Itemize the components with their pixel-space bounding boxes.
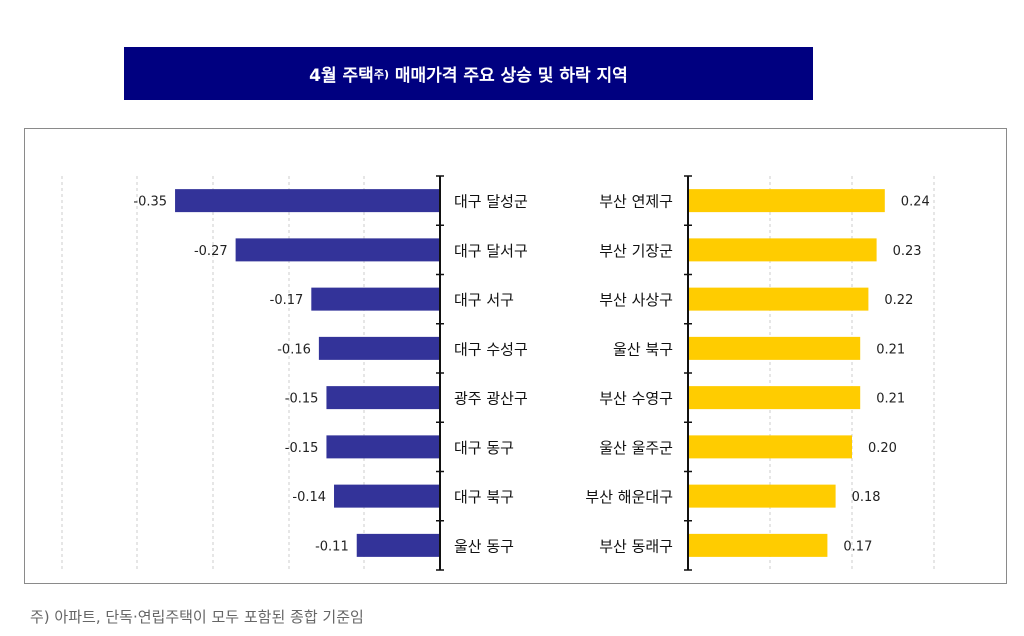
bar bbox=[688, 238, 877, 262]
data-label: 0.24 bbox=[901, 195, 930, 210]
category-label: 대구 북구 bbox=[454, 488, 514, 506]
title-main: 4월 주택 bbox=[309, 66, 374, 86]
bar bbox=[235, 238, 440, 262]
data-label: 0.23 bbox=[893, 244, 922, 259]
data-label: -0.35 bbox=[133, 195, 167, 210]
chart-frame bbox=[24, 128, 1007, 584]
category-label: 부산 해운대구 bbox=[585, 488, 673, 506]
category-label: 울산 울주군 bbox=[599, 439, 673, 457]
category-label: 부산 수영구 bbox=[599, 390, 673, 408]
data-label: -0.27 bbox=[194, 244, 228, 259]
bar bbox=[334, 484, 440, 508]
category-label: 광주 광산구 bbox=[454, 390, 528, 408]
bar bbox=[688, 484, 836, 508]
bar bbox=[175, 189, 441, 213]
bar bbox=[326, 386, 440, 410]
category-label: 부산 사상구 bbox=[599, 291, 673, 309]
footnote: 주) 아파트, 단독·연립주택이 모두 포함된 종합 기준임 bbox=[30, 608, 364, 626]
bar bbox=[356, 533, 440, 557]
bar bbox=[326, 435, 440, 459]
data-label: -0.16 bbox=[277, 342, 311, 357]
category-label: 부산 연제구 bbox=[599, 193, 673, 211]
data-label: -0.11 bbox=[315, 539, 349, 554]
data-label: -0.15 bbox=[285, 441, 319, 456]
data-label: -0.17 bbox=[270, 293, 304, 308]
bar bbox=[688, 435, 852, 459]
data-label: 0.21 bbox=[876, 392, 905, 407]
data-label: -0.15 bbox=[285, 392, 319, 407]
data-label: -0.14 bbox=[292, 490, 326, 505]
category-label: 대구 동구 bbox=[454, 439, 514, 457]
data-label: 0.21 bbox=[876, 342, 905, 357]
chart-title: 4월 주택 주) 매매가격 주요 상승 및 하락 지역 bbox=[124, 47, 813, 100]
bar bbox=[688, 533, 828, 557]
title-superscript: 주) bbox=[373, 67, 389, 81]
bar bbox=[688, 386, 861, 410]
category-label: 대구 수성구 bbox=[454, 340, 528, 358]
category-label: 부산 동래구 bbox=[599, 537, 673, 555]
bar bbox=[318, 336, 440, 360]
data-label: 0.17 bbox=[843, 539, 872, 554]
data-label: 0.20 bbox=[868, 441, 897, 456]
bar bbox=[688, 336, 861, 360]
bar bbox=[688, 287, 869, 311]
category-label: 대구 달성군 bbox=[454, 193, 528, 211]
data-label: 0.22 bbox=[884, 293, 913, 308]
bar bbox=[311, 287, 440, 311]
title-rest: 매매가격 주요 상승 및 하락 지역 bbox=[388, 66, 628, 86]
bar bbox=[688, 189, 885, 213]
category-label: 대구 달서구 bbox=[454, 242, 528, 260]
category-label: 울산 동구 bbox=[454, 537, 514, 555]
data-label: 0.18 bbox=[852, 490, 881, 505]
category-label: 부산 기장군 bbox=[599, 242, 673, 260]
category-label: 울산 북구 bbox=[613, 340, 673, 358]
category-label: 대구 서구 bbox=[454, 291, 514, 309]
